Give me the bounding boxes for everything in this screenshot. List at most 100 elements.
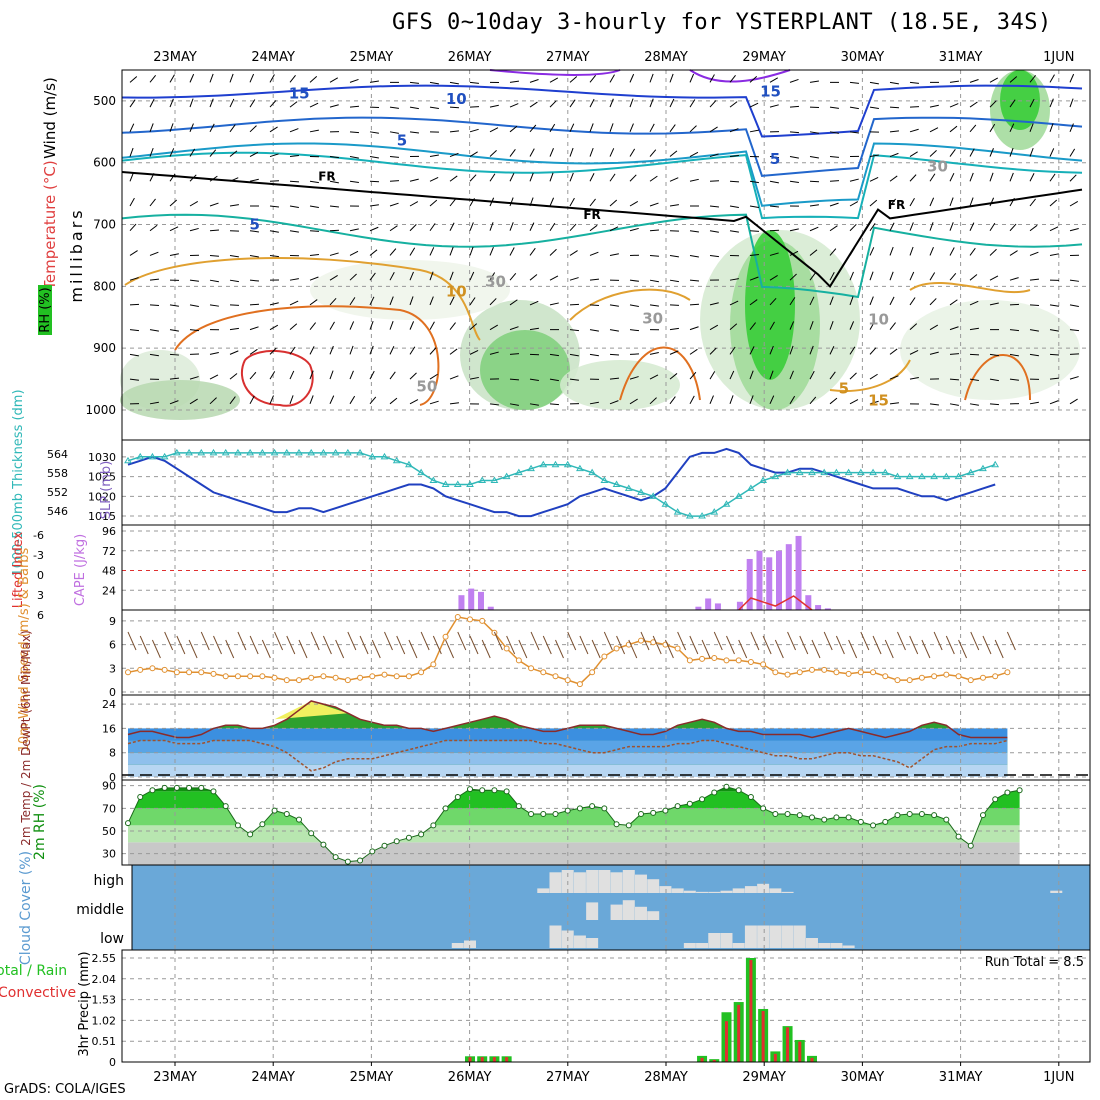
upper-wind-barb — [949, 353, 960, 355]
upper-wind-barb — [609, 353, 620, 356]
upper-wind-barb — [929, 127, 939, 133]
wind10-barb — [799, 635, 809, 655]
upper-wind-barb — [729, 128, 739, 133]
wind10-barb — [848, 639, 858, 659]
cloud-high-bar — [769, 888, 782, 893]
wind10-barb — [151, 639, 161, 659]
upper-wind-barb — [549, 302, 559, 306]
wind10-barb — [286, 635, 296, 655]
upper-wind-barb — [1069, 398, 1078, 405]
cape-bar — [815, 605, 822, 610]
cloud-high-bar — [537, 888, 550, 893]
upper-wind-barb — [129, 329, 140, 332]
upper-wind-barb — [189, 227, 199, 232]
upper-wind-barb — [369, 131, 379, 134]
upper-wind-barb — [529, 148, 535, 157]
upper-wind-barb — [469, 128, 479, 133]
upper-wind-barb — [189, 98, 194, 108]
upper-wind-barb — [929, 104, 939, 108]
upper-wind-barb — [729, 154, 739, 158]
upper-wind-barb — [289, 230, 299, 233]
upper-wind-barb — [849, 178, 859, 182]
contour-label: 10 — [446, 282, 467, 300]
top-date-label: 26MAY — [448, 50, 492, 65]
upper-wind-barb — [529, 124, 537, 133]
upper-wind-barb — [989, 148, 994, 157]
upper-wind-barb — [449, 198, 457, 207]
cloud-middle-bar — [634, 906, 647, 920]
upper-wind-barb — [229, 177, 239, 182]
rh-tick-label: 50 — [102, 825, 116, 838]
cape-bar — [487, 606, 494, 610]
upper-wind-barb — [409, 106, 419, 110]
upper-wind-barb — [249, 151, 259, 157]
upper-wind-barb — [289, 154, 299, 158]
cape-bar — [746, 558, 753, 610]
upper-wind-barb — [429, 223, 436, 232]
upper-wind-barb — [1049, 226, 1059, 232]
upper-wind-barb — [489, 173, 496, 182]
thickness-point — [441, 480, 450, 487]
upper-wind-barb — [209, 123, 215, 133]
thickness-tick-label: 546 — [47, 505, 68, 518]
upper-wind-barb — [509, 149, 516, 157]
upper-wind-barb — [149, 198, 156, 207]
cape-bar — [776, 550, 783, 610]
cloud-low-bar — [830, 943, 843, 948]
upper-wind-barb — [749, 129, 759, 133]
upper-wind-barb — [269, 302, 279, 306]
upper-wind-barb — [769, 274, 778, 281]
upper-wind-barb — [649, 175, 658, 182]
rh-point — [870, 822, 877, 829]
upper-wind-barb — [689, 348, 698, 355]
upper-wind-barb — [849, 247, 856, 256]
upper-wind-barb — [249, 125, 257, 133]
upper-wind-barb — [349, 180, 359, 184]
rh-point — [222, 803, 229, 810]
thickness-point — [600, 476, 609, 484]
rh-point — [955, 833, 962, 840]
slp-tick-label: 1015 — [88, 510, 116, 523]
wind10-point — [186, 669, 193, 676]
upper-wind-barb — [609, 253, 619, 256]
upper-wind-barb — [929, 403, 939, 406]
upper-wind-barb — [689, 151, 699, 157]
upper-wind-barb — [1029, 304, 1040, 307]
upper-wind-barb — [1069, 73, 1075, 83]
upper-wind-barb — [529, 222, 535, 231]
upper-wind-barb — [369, 80, 379, 83]
precip-conv-bar — [749, 960, 753, 1062]
wind10-barb — [909, 635, 919, 655]
upper-wind-barb — [909, 222, 914, 231]
upper-wind-barb — [169, 173, 176, 182]
dewpoint-line — [127, 739, 1008, 772]
li-tick-label: 6 — [37, 609, 44, 622]
upper-wind-barb — [149, 278, 159, 281]
upper-wind-barb — [929, 197, 935, 207]
upper-wind-barb — [329, 77, 339, 83]
thickness-point — [966, 468, 975, 476]
upper-wind-barb — [369, 321, 374, 330]
thickness-point — [453, 480, 462, 487]
upper-wind-barb — [949, 222, 954, 231]
temp-contour — [909, 281, 1031, 294]
cloud-high-bar — [586, 870, 599, 893]
rh-shading — [310, 260, 510, 320]
bottom-date-label: 30MAY — [841, 1070, 885, 1085]
upper-wind-barb — [909, 81, 919, 84]
temp2m-tick-label: 8 — [109, 747, 116, 760]
upper-wind-barb — [729, 230, 739, 233]
upper-wind-barb — [1069, 279, 1079, 282]
bottom-date-label: 24MAY — [251, 1070, 295, 1085]
upper-wind-barb — [809, 80, 819, 83]
wind10-barb — [664, 639, 674, 659]
upper-wind-barb — [1049, 173, 1056, 182]
precip-conv-bar — [798, 1041, 802, 1062]
upper-wind-barb — [549, 222, 556, 231]
upper-wind-barb — [489, 272, 496, 281]
upper-wind-barb — [289, 128, 299, 133]
upper-wind-barb — [149, 329, 159, 332]
wind10-point — [674, 645, 681, 652]
wind10-point — [943, 671, 950, 678]
upper-wind-barb — [229, 98, 235, 108]
